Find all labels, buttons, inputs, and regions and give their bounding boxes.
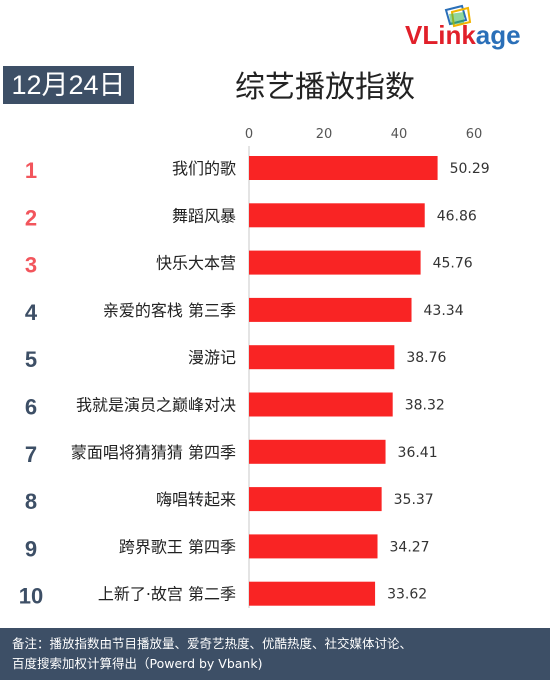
category-label: 我就是演员之巅峰对决	[76, 396, 236, 415]
bar	[249, 203, 425, 228]
bar	[249, 534, 378, 559]
footer-line1: 备注：播放指数由节目播放量、爱奇艺热度、优酷热度、社交媒体讨论、	[12, 636, 413, 651]
bar-chart: 0 20 40 6050.29我们的歌146.86舞蹈风暴245.76快乐大本营343…	[19, 127, 490, 609]
value-label: 45.76	[433, 256, 473, 272]
x-tick-label: 20	[316, 127, 333, 142]
logo: VLinkage	[405, 20, 543, 56]
value-label: 43.34	[424, 303, 464, 319]
category-label: 蒙面唱将猜猜猜 第四季	[71, 443, 236, 462]
logo-icon	[444, 4, 472, 28]
logo-part2: age	[475, 20, 521, 50]
value-label: 34.27	[390, 539, 430, 555]
rank-number: 8	[25, 489, 37, 514]
x-tick-label: 0	[245, 127, 253, 142]
rank-number: 2	[25, 205, 37, 230]
category-label: 舞蹈风暴	[172, 206, 236, 225]
rank-number: 10	[19, 584, 43, 609]
rank-number: 6	[25, 395, 37, 420]
category-label: 上新了·故宫 第二季	[98, 585, 236, 604]
category-label: 亲爱的客栈 第三季	[103, 301, 236, 320]
value-label: 50.29	[450, 161, 490, 177]
value-label: 38.32	[405, 398, 445, 414]
value-label: 33.62	[387, 587, 427, 603]
bar	[249, 487, 382, 512]
footer-note: 备注：播放指数由节目播放量、爱奇艺热度、优酷热度、社交媒体讨论、 百度搜索加权计…	[0, 628, 550, 680]
bar	[249, 392, 393, 417]
logo-part1: VLink	[405, 20, 476, 50]
bar	[249, 156, 438, 180]
category-label: 跨界歌王 第四季	[119, 537, 236, 556]
x-tick-label: 60	[466, 127, 483, 142]
bar	[249, 250, 421, 275]
rank-number: 1	[25, 158, 37, 183]
bar	[249, 345, 395, 370]
rank-number: 7	[25, 442, 37, 467]
value-label: 36.41	[398, 445, 438, 461]
x-tick-label: 40	[391, 127, 408, 142]
bar	[249, 439, 386, 464]
bar	[249, 297, 412, 322]
date-badge: 12月24日	[3, 66, 134, 104]
value-label: 38.76	[406, 350, 446, 366]
category-label: 嗨唱转起来	[156, 490, 236, 509]
bar	[249, 581, 376, 606]
rank-number: 5	[25, 347, 37, 372]
rank-number: 9	[25, 536, 37, 561]
rank-number: 4	[25, 300, 38, 325]
category-label: 快乐大本营	[156, 254, 236, 273]
value-label: 35.37	[394, 492, 434, 508]
category-label: 漫游记	[188, 348, 236, 367]
category-label: 我们的歌	[172, 159, 236, 178]
footer-line2: 百度搜索加权计算得出（Powerd by Vbank)	[12, 656, 263, 671]
rank-number: 3	[25, 253, 37, 278]
chart-title: 综艺播放指数	[235, 70, 415, 105]
value-label: 46.86	[437, 208, 477, 224]
